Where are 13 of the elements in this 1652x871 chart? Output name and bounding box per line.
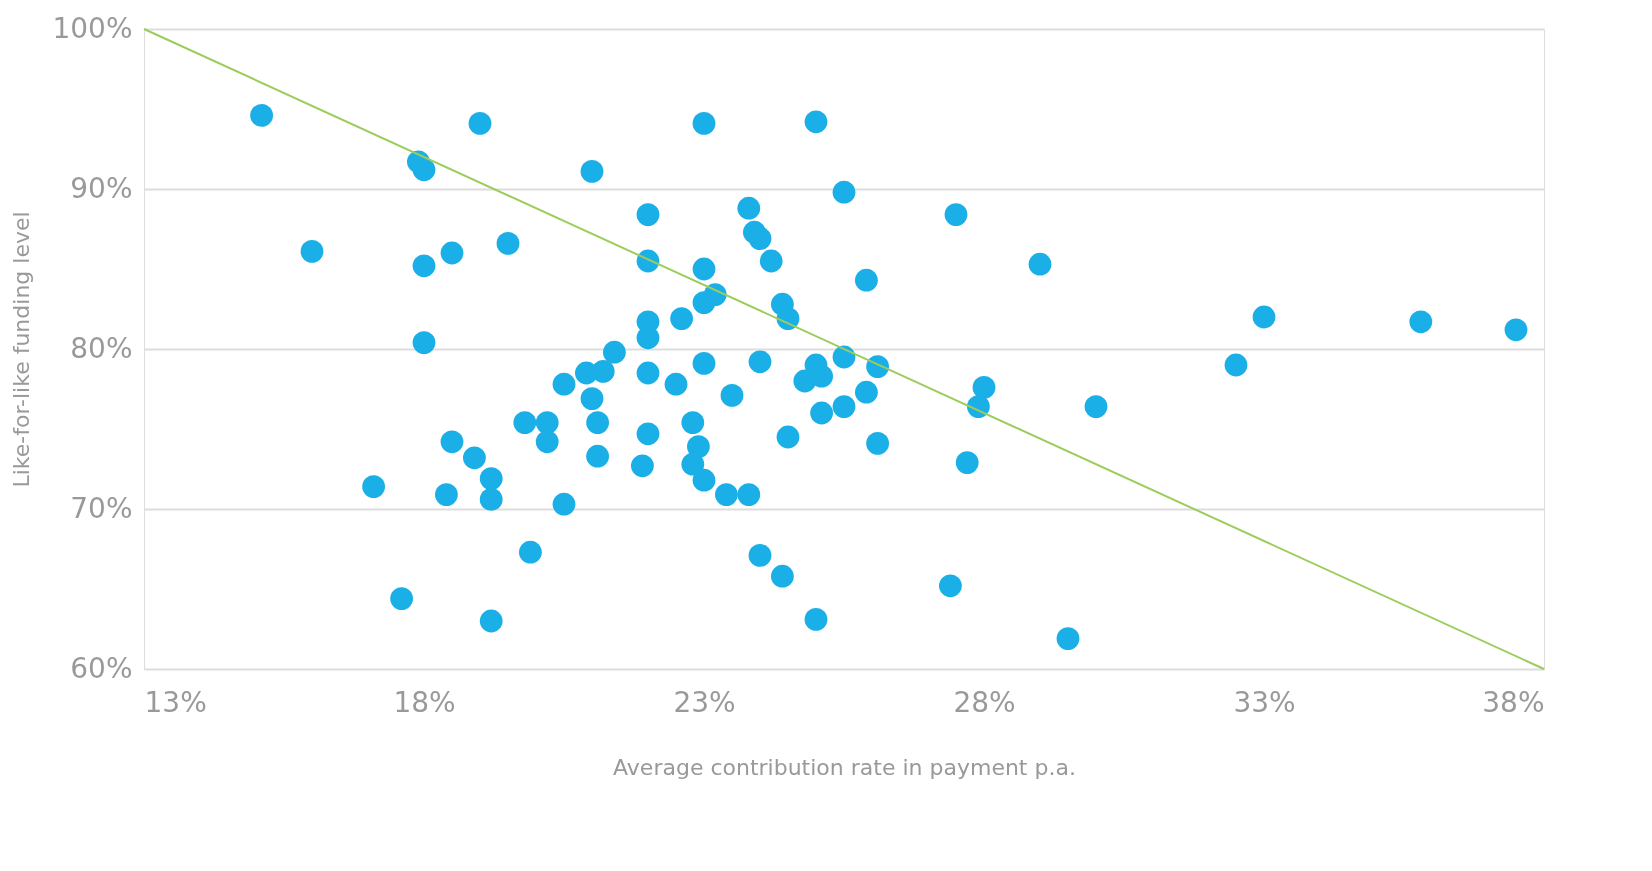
x-tick-label: 28% — [953, 685, 1016, 719]
y-tick-label: 60% — [70, 651, 133, 685]
y-tick-label: 70% — [70, 491, 133, 525]
x-tick-label: 38% — [1482, 685, 1545, 719]
y-tick-label: 100% — [52, 11, 133, 45]
x-tick-label: 13% — [144, 685, 207, 719]
x-tick-label: 33% — [1233, 685, 1296, 719]
x-tick-label: 18% — [393, 685, 456, 719]
x-axis-title: Average contribution rate in payment p.a. — [613, 754, 1076, 780]
y-tick-label: 90% — [70, 171, 133, 205]
y-axis-title: Like-for-like funding level — [9, 211, 35, 488]
x-tick-label: 23% — [673, 685, 736, 719]
y-tick-label: 80% — [70, 331, 133, 365]
